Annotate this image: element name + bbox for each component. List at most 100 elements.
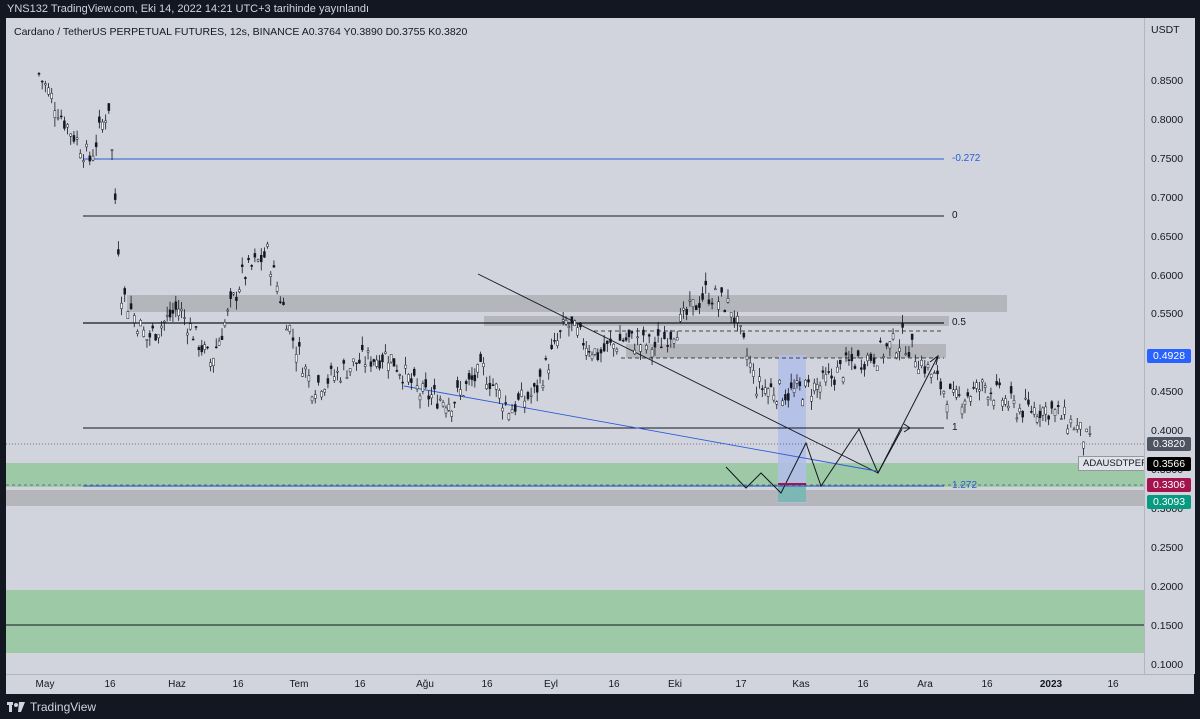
candle-body bbox=[789, 382, 793, 389]
candle-body bbox=[441, 402, 445, 407]
projection-path[interactable] bbox=[725, 427, 903, 494]
candle-body bbox=[929, 373, 933, 378]
price-candles[interactable] bbox=[37, 72, 1092, 456]
candle-body bbox=[129, 303, 133, 309]
candle-body bbox=[209, 362, 212, 367]
candle-body bbox=[939, 381, 942, 390]
candle-body bbox=[872, 357, 876, 364]
resistance-zone-mid[interactable] bbox=[484, 316, 949, 326]
candle-body bbox=[570, 316, 574, 324]
candle-body bbox=[229, 291, 232, 299]
candle-body bbox=[113, 193, 117, 200]
projection-arrow-up[interactable] bbox=[877, 355, 939, 474]
candle-body bbox=[200, 345, 204, 353]
candle-body bbox=[174, 301, 178, 310]
candle-body bbox=[447, 403, 451, 411]
candle-body bbox=[647, 334, 651, 337]
target-box-lower[interactable] bbox=[778, 484, 806, 502]
candle-body bbox=[841, 377, 845, 383]
trendline-upper[interactable] bbox=[477, 273, 879, 474]
candle-body bbox=[983, 385, 987, 388]
candle-body bbox=[186, 332, 189, 336]
price-tick: 0.8000 bbox=[1151, 113, 1184, 126]
candle-body bbox=[766, 388, 770, 397]
demand-zone-low[interactable] bbox=[6, 590, 1144, 653]
candle-body bbox=[975, 382, 978, 389]
candle-body bbox=[1006, 405, 1010, 409]
alert-price-tag: 0.4928 bbox=[1147, 349, 1191, 363]
candle-body bbox=[778, 379, 781, 384]
candle-body bbox=[1012, 400, 1016, 404]
candle-body bbox=[567, 326, 571, 328]
candle-body bbox=[582, 343, 585, 346]
candle-body bbox=[907, 352, 911, 357]
resistance-zone-low[interactable] bbox=[626, 344, 946, 358]
candle-body bbox=[544, 358, 548, 360]
time-tick: 16 bbox=[232, 679, 244, 690]
candle-body bbox=[576, 327, 579, 336]
candle-body bbox=[1044, 406, 1048, 415]
time-axis[interactable]: May 16 Haz 16 Tem 16 Ağu 16 Eyl 16 Eki 17 Kas 16 Ara 16… bbox=[6, 674, 1194, 695]
candle-body bbox=[666, 345, 669, 347]
candle-body bbox=[879, 340, 882, 343]
resistance-zone-top[interactable] bbox=[127, 295, 1007, 312]
candle-body bbox=[250, 265, 253, 267]
candle-body bbox=[247, 257, 250, 261]
projection-arrow-up-head bbox=[929, 354, 939, 366]
candle-body bbox=[824, 374, 828, 383]
tradingview-logo[interactable]: TradingView bbox=[7, 700, 96, 714]
candle-body bbox=[260, 254, 263, 263]
candle-body bbox=[430, 394, 433, 399]
chart-area[interactable]: Cardano / TetherUS PERPETUAL FUTURES, 12… bbox=[6, 18, 1160, 674]
candle-body bbox=[226, 309, 230, 312]
candle-body bbox=[94, 142, 98, 148]
candle-body bbox=[188, 323, 192, 330]
candle-body bbox=[269, 274, 273, 277]
price-tick: 0.6000 bbox=[1151, 269, 1184, 282]
candle-body bbox=[656, 329, 660, 336]
candle-body bbox=[501, 407, 504, 412]
candle-body bbox=[642, 329, 645, 336]
candle-body bbox=[733, 317, 736, 323]
candle-body bbox=[372, 359, 376, 362]
candle-body bbox=[784, 394, 787, 401]
candle-body bbox=[91, 155, 95, 161]
support-zone-grey[interactable] bbox=[6, 490, 1144, 506]
candle-body bbox=[183, 317, 186, 319]
candle-body bbox=[1041, 407, 1045, 416]
candle-body bbox=[263, 251, 266, 258]
time-tick: 16 bbox=[981, 679, 993, 690]
candle-body bbox=[358, 359, 361, 364]
support-zone-green[interactable] bbox=[6, 463, 1144, 487]
candle-body bbox=[163, 320, 166, 323]
trendline-lower[interactable] bbox=[403, 385, 877, 472]
candle-body bbox=[795, 380, 799, 384]
candle-body bbox=[1047, 415, 1050, 420]
candle-body bbox=[459, 389, 462, 396]
candle-body bbox=[830, 375, 833, 379]
candle-body bbox=[755, 393, 758, 397]
footer-bar: TradingView bbox=[0, 694, 1200, 719]
candle-body bbox=[804, 379, 807, 387]
candle-body bbox=[726, 297, 730, 303]
candle-body bbox=[885, 343, 888, 347]
time-tick: Eyl bbox=[544, 679, 558, 690]
candle-body bbox=[63, 120, 66, 129]
chart-canvas[interactable] bbox=[6, 18, 1144, 674]
candle-body bbox=[223, 322, 227, 327]
candle-body bbox=[559, 330, 562, 332]
candle-body bbox=[256, 259, 260, 262]
candle-body bbox=[633, 349, 636, 355]
candle-body bbox=[769, 383, 773, 388]
candle-body bbox=[526, 392, 530, 400]
candle-body bbox=[214, 346, 218, 349]
price-axis[interactable]: USDT 0.10000.15000.20000.25000.30000.350… bbox=[1144, 18, 1195, 674]
candle-body bbox=[781, 400, 784, 406]
target-box[interactable] bbox=[778, 355, 806, 503]
time-tick: Kas bbox=[792, 679, 810, 690]
candle-body bbox=[1069, 419, 1073, 424]
candle-body bbox=[329, 365, 333, 369]
candle-body bbox=[538, 369, 542, 377]
candle-body bbox=[410, 378, 413, 383]
candle-body bbox=[177, 308, 180, 316]
